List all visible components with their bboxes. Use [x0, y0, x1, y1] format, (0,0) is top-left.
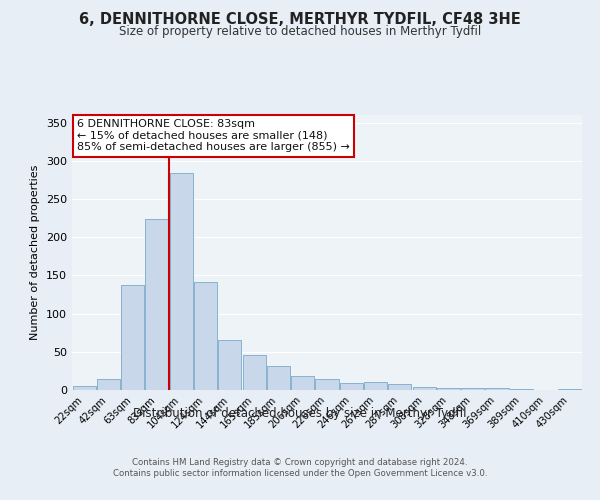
Bar — [316, 380, 338, 390]
Bar — [170, 173, 193, 390]
Bar — [364, 382, 387, 390]
Text: Distribution of detached houses by size in Merthyr Tydfil: Distribution of detached houses by size … — [133, 408, 467, 420]
Bar — [145, 219, 169, 390]
Bar — [121, 286, 144, 390]
Bar — [267, 366, 290, 390]
Text: 6 DENNITHORNE CLOSE: 83sqm
← 15% of detached houses are smaller (148)
85% of sem: 6 DENNITHORNE CLOSE: 83sqm ← 15% of deta… — [77, 119, 350, 152]
Bar — [194, 282, 217, 390]
Bar — [559, 389, 581, 390]
Text: Contains HM Land Registry data © Crown copyright and database right 2024.
Contai: Contains HM Land Registry data © Crown c… — [113, 458, 487, 477]
Bar — [388, 384, 412, 390]
Bar — [218, 340, 241, 390]
Bar — [485, 388, 509, 390]
Bar — [413, 387, 436, 390]
Bar — [340, 383, 363, 390]
Bar — [510, 389, 533, 390]
Bar — [437, 388, 460, 390]
Text: Size of property relative to detached houses in Merthyr Tydfil: Size of property relative to detached ho… — [119, 25, 481, 38]
Text: 6, DENNITHORNE CLOSE, MERTHYR TYDFIL, CF48 3HE: 6, DENNITHORNE CLOSE, MERTHYR TYDFIL, CF… — [79, 12, 521, 28]
Bar — [242, 355, 266, 390]
Y-axis label: Number of detached properties: Number of detached properties — [31, 165, 40, 340]
Bar — [73, 386, 95, 390]
Bar — [97, 380, 120, 390]
Bar — [461, 388, 484, 390]
Bar — [291, 376, 314, 390]
